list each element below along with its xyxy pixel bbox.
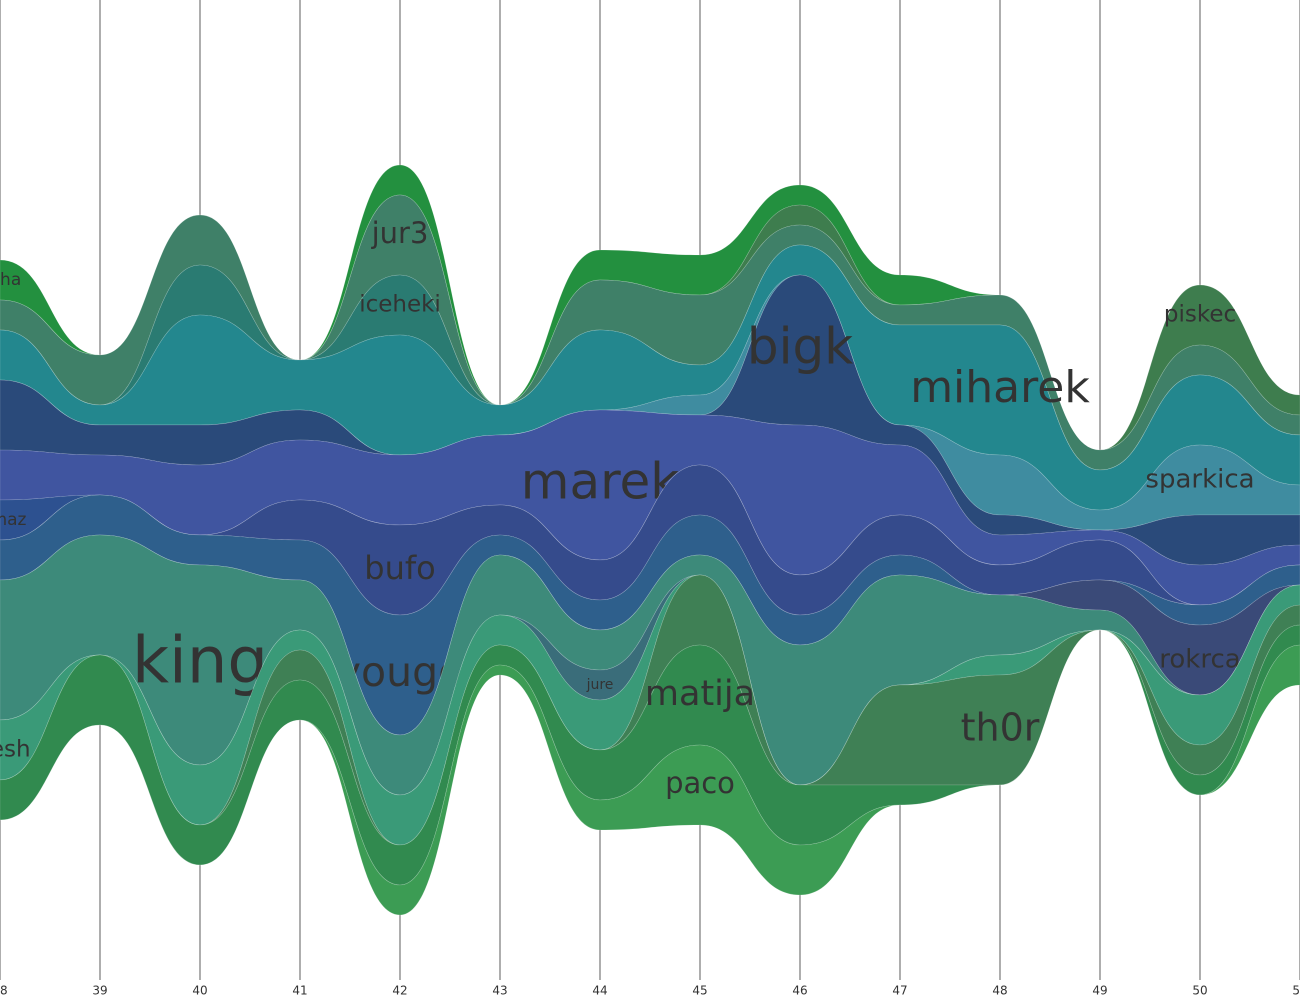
x-tick-label: 43 — [492, 984, 507, 998]
x-tick-label: 44 — [592, 984, 607, 998]
x-tick-label: 41 — [292, 984, 307, 998]
series-label: miha — [0, 270, 21, 290]
stream-layer — [0, 629, 1300, 916]
x-tick-label: 51 — [1292, 984, 1300, 998]
series-label: th0r — [961, 706, 1040, 750]
series-label: jur3 — [371, 216, 429, 250]
series-label: piskec — [1164, 302, 1236, 328]
stream-layer — [0, 574, 1300, 846]
series-label: marek — [521, 453, 680, 511]
series-label: alesh — [0, 737, 31, 763]
x-tick-label: 38 — [0, 984, 8, 998]
stream-layer — [0, 274, 1300, 566]
x-tick-label: 40 — [192, 984, 207, 998]
series-label: miharek — [910, 362, 1090, 413]
series-label: rokrca — [1159, 645, 1240, 675]
series-label: jure — [586, 677, 614, 693]
series-label: sparkica — [1145, 465, 1254, 495]
series-label: bigk — [747, 318, 853, 376]
series-label: iceheki — [359, 292, 441, 318]
series-label: bufo — [364, 549, 435, 587]
x-tick-label: 48 — [992, 984, 1007, 998]
series-label: matija — [645, 674, 755, 714]
x-tick-label: 46 — [792, 984, 807, 998]
x-tick-label: 42 — [392, 984, 407, 998]
x-tick-label: 50 — [1192, 984, 1207, 998]
x-tick-label: 47 — [892, 984, 907, 998]
x-tick-label: 45 — [692, 984, 707, 998]
series-label: tomaz — [0, 510, 27, 530]
x-tick-label: 39 — [92, 984, 107, 998]
x-tick-label: 49 — [1092, 984, 1107, 998]
series-label: king — [132, 625, 268, 699]
series-label: paco — [665, 766, 735, 800]
